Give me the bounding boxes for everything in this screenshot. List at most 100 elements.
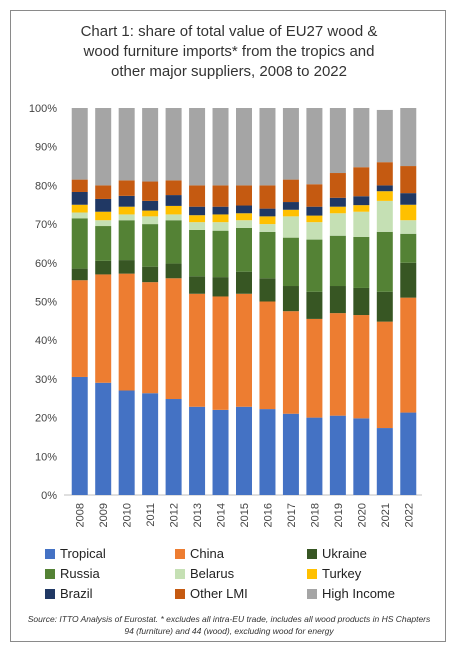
- legend-label: Brazil: [60, 586, 93, 601]
- bar-segment-high-income: [353, 108, 370, 168]
- bar-segment-russia: [118, 220, 135, 261]
- bar-segment-brazil: [376, 185, 393, 192]
- x-tick-label: 2012: [169, 503, 181, 527]
- x-tick-label: 2015: [239, 503, 251, 527]
- bar-segment-ukraine: [165, 263, 182, 279]
- bar-segment-belarus: [189, 222, 206, 230]
- legend-label: Tropical: [60, 546, 106, 561]
- legend-item: Brazil: [45, 586, 93, 601]
- bar-segment-turkey: [95, 211, 112, 221]
- bar-segment-other-lmi: [400, 166, 417, 194]
- bar-segment-belarus: [95, 220, 112, 227]
- bar-segment-russia: [329, 235, 346, 287]
- legend-label: High Income: [322, 586, 395, 601]
- bar-segment-turkey: [165, 205, 182, 215]
- bar-segment-belarus: [400, 220, 417, 234]
- bar-segment-ukraine: [95, 260, 112, 275]
- bar-segment-china: [376, 321, 393, 429]
- bar-segment-russia: [400, 233, 417, 263]
- bar-segment-brazil: [142, 200, 159, 211]
- bar-segment-turkey: [142, 210, 159, 217]
- bar-segment-tropical: [400, 412, 417, 495]
- bar-segment-brazil: [400, 193, 417, 205]
- x-tick-label: 2008: [75, 503, 87, 527]
- bar-segment-tropical: [95, 382, 112, 495]
- legend-swatch: [307, 589, 317, 599]
- x-tick-label: 2022: [403, 503, 415, 527]
- bar-segment-other-lmi: [189, 185, 206, 207]
- legend-swatch: [45, 589, 55, 599]
- legend-swatch: [175, 569, 185, 579]
- legend-swatch: [175, 549, 185, 559]
- x-tick-label: 2009: [98, 503, 110, 527]
- chart-title-line-2: wood furniture imports* from the tropics…: [83, 43, 375, 60]
- bar-segment-china: [353, 315, 370, 419]
- bar-segment-high-income: [259, 108, 276, 186]
- y-tick-label: 60%: [35, 258, 57, 270]
- bar-segment-brazil: [282, 202, 299, 210]
- legend-swatch: [175, 589, 185, 599]
- x-tick-label: 2011: [145, 503, 157, 527]
- bar-segment-brazil: [71, 191, 88, 205]
- bar-segment-china: [259, 301, 276, 410]
- bar-segment-other-lmi: [259, 185, 276, 209]
- x-tick-label: 2013: [192, 503, 204, 527]
- bar-segment-belarus: [376, 200, 393, 232]
- x-tick-label: 2010: [122, 503, 134, 527]
- bar-segment-other-lmi: [329, 173, 346, 198]
- bar-segment-brazil: [165, 195, 182, 206]
- bar-segment-high-income: [376, 109, 393, 163]
- bar-segment-tropical: [282, 413, 299, 495]
- bar-segment-china: [329, 313, 346, 416]
- y-tick-label: 30%: [35, 374, 57, 386]
- bar-segment-china: [165, 278, 182, 400]
- bar-segment-turkey: [353, 205, 370, 212]
- bar-segment-belarus: [142, 216, 159, 225]
- bar-segment-brazil: [236, 205, 252, 214]
- bar-segment-ukraine: [353, 287, 370, 316]
- legend-swatch: [307, 569, 317, 579]
- legend-item: High Income: [307, 586, 395, 601]
- bar-segment-brazil: [259, 208, 276, 217]
- bar-segment-other-lmi: [236, 185, 252, 206]
- y-tick-label: 90%: [35, 142, 57, 154]
- legend-label: Belarus: [190, 566, 235, 581]
- bar-segment-tropical: [259, 409, 276, 495]
- bar-segment-russia: [71, 218, 88, 269]
- bar-segment-belarus: [212, 222, 229, 231]
- bar-segment-ukraine: [189, 276, 206, 294]
- source-footnote: Source: ITTO Analysis of Eurostat. * exc…: [27, 614, 431, 636]
- bar-segment-belarus: [236, 220, 252, 228]
- bar-segment-tropical: [306, 417, 323, 495]
- x-tick-label: 2020: [356, 503, 368, 527]
- bar-segment-other-lmi: [95, 185, 112, 199]
- legend-swatch: [45, 549, 55, 559]
- x-tick-label: 2016: [262, 503, 274, 527]
- bar-segment-russia: [212, 230, 229, 278]
- legend-item: China: [175, 546, 224, 561]
- bar-segment-other-lmi: [165, 180, 182, 196]
- chart-title-line-1: Chart 1: share of total value of EU27 wo…: [80, 23, 378, 40]
- legend-label: Other LMI: [190, 586, 248, 601]
- legend-label: China: [190, 546, 224, 561]
- bar-segment-belarus: [259, 224, 276, 232]
- bar-segment-turkey: [189, 215, 206, 223]
- bar-segment-tropical: [236, 406, 252, 495]
- legend-label: Ukraine: [322, 546, 367, 561]
- bar-segment-ukraine: [329, 286, 346, 314]
- bar-segment-turkey: [282, 209, 299, 217]
- bar-segment-china: [95, 274, 112, 383]
- bar-segment-tropical: [353, 418, 370, 495]
- bar-segment-belarus: [329, 213, 346, 236]
- chart-title-line-3: other major suppliers, 2008 to 2022: [111, 63, 347, 80]
- bar-segment-high-income: [118, 108, 135, 181]
- bar-segment-ukraine: [306, 291, 323, 319]
- bar-segment-high-income: [282, 108, 299, 180]
- bar-segment-brazil: [353, 196, 370, 206]
- bar-segment-china: [212, 296, 229, 410]
- bar-segment-brazil: [329, 197, 346, 207]
- stacked-bar-chart: 0% 10% 20% 30% 40% 50% 60% 70% 80% 90% 100% 2008 200…: [29, 103, 422, 527]
- bar-segment-tropical: [71, 376, 88, 495]
- bar-segment-other-lmi: [376, 162, 393, 186]
- bar-segment-china: [236, 293, 252, 407]
